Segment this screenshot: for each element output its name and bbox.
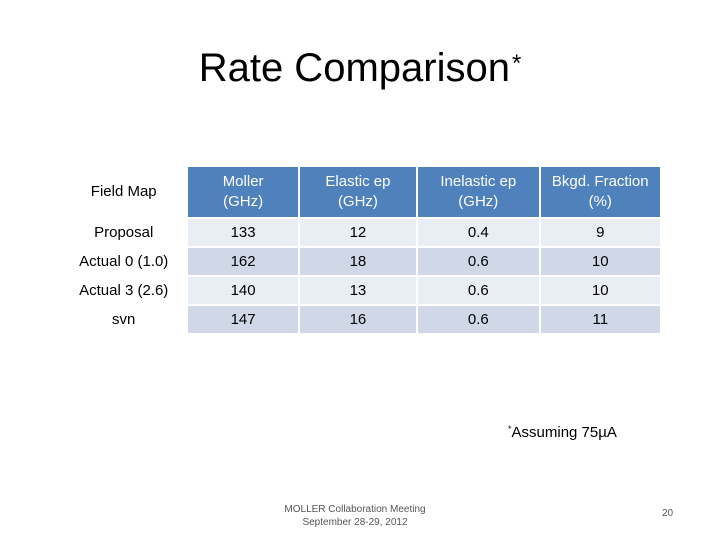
header-field-map: Field Map xyxy=(61,167,189,219)
table-row: svn 147 16 0.6 11 xyxy=(61,306,660,335)
cell-inelastic: 0.6 xyxy=(418,248,541,277)
header-elastic-ep: Elastic ep (GHz) xyxy=(299,167,419,219)
title-asterisk: * xyxy=(511,50,522,77)
header-bkgd-fraction: Bkgd. Fraction (%) xyxy=(540,167,660,219)
footer-meeting-date: September 28-29, 2012 xyxy=(302,517,408,528)
cell-moller: 133 xyxy=(188,219,300,248)
cell-elastic: 13 xyxy=(299,277,419,306)
cell-moller: 147 xyxy=(188,306,300,335)
cell-bkgd: 10 xyxy=(540,248,660,277)
cell-elastic: 12 xyxy=(299,219,419,248)
cell-field-map: svn xyxy=(61,306,189,335)
table-header-row: Field Map Moller (GHz) Elastic ep (GHz) In… xyxy=(61,167,660,219)
cell-bkgd: 9 xyxy=(540,219,660,248)
cell-elastic: 18 xyxy=(299,248,419,277)
cell-bkgd: 11 xyxy=(540,306,660,335)
slide-title: Rate Comparison* xyxy=(0,42,720,94)
cell-elastic: 16 xyxy=(299,306,419,335)
slide-footer: MOLLER Collaboration Meeting September 2… xyxy=(250,503,460,529)
header-moller: Moller (GHz) xyxy=(188,167,300,219)
cell-moller: 140 xyxy=(188,277,300,306)
cell-moller: 162 xyxy=(188,248,300,277)
cell-inelastic: 0.6 xyxy=(418,306,541,335)
footnote-asterisk: * xyxy=(508,424,512,434)
page-number: 20 xyxy=(662,508,674,519)
header-inelastic-ep: Inelastic ep (GHz) xyxy=(418,167,541,219)
footnote-text: Assuming 75µA xyxy=(511,424,617,441)
cell-field-map: Proposal xyxy=(61,219,189,248)
cell-field-map: Actual 0 (1.0) xyxy=(61,248,189,277)
table-row: Proposal 133 12 0.4 9 xyxy=(61,219,660,248)
table-row: Actual 0 (1.0) 162 18 0.6 10 xyxy=(61,248,660,277)
cell-bkgd: 10 xyxy=(540,277,660,306)
footnote: *Assuming 75µA xyxy=(508,424,617,441)
table-row: Actual 3 (2.6) 140 13 0.6 10 xyxy=(61,277,660,306)
cell-inelastic: 0.6 xyxy=(418,277,541,306)
slide-title-text: Rate Comparison xyxy=(198,46,510,90)
cell-inelastic: 0.4 xyxy=(418,219,541,248)
footer-meeting-name: MOLLER Collaboration Meeting xyxy=(284,504,426,515)
cell-field-map: Actual 3 (2.6) xyxy=(61,277,189,306)
rate-comparison-table: Field Map Moller (GHz) Elastic ep (GHz) In… xyxy=(61,167,660,335)
